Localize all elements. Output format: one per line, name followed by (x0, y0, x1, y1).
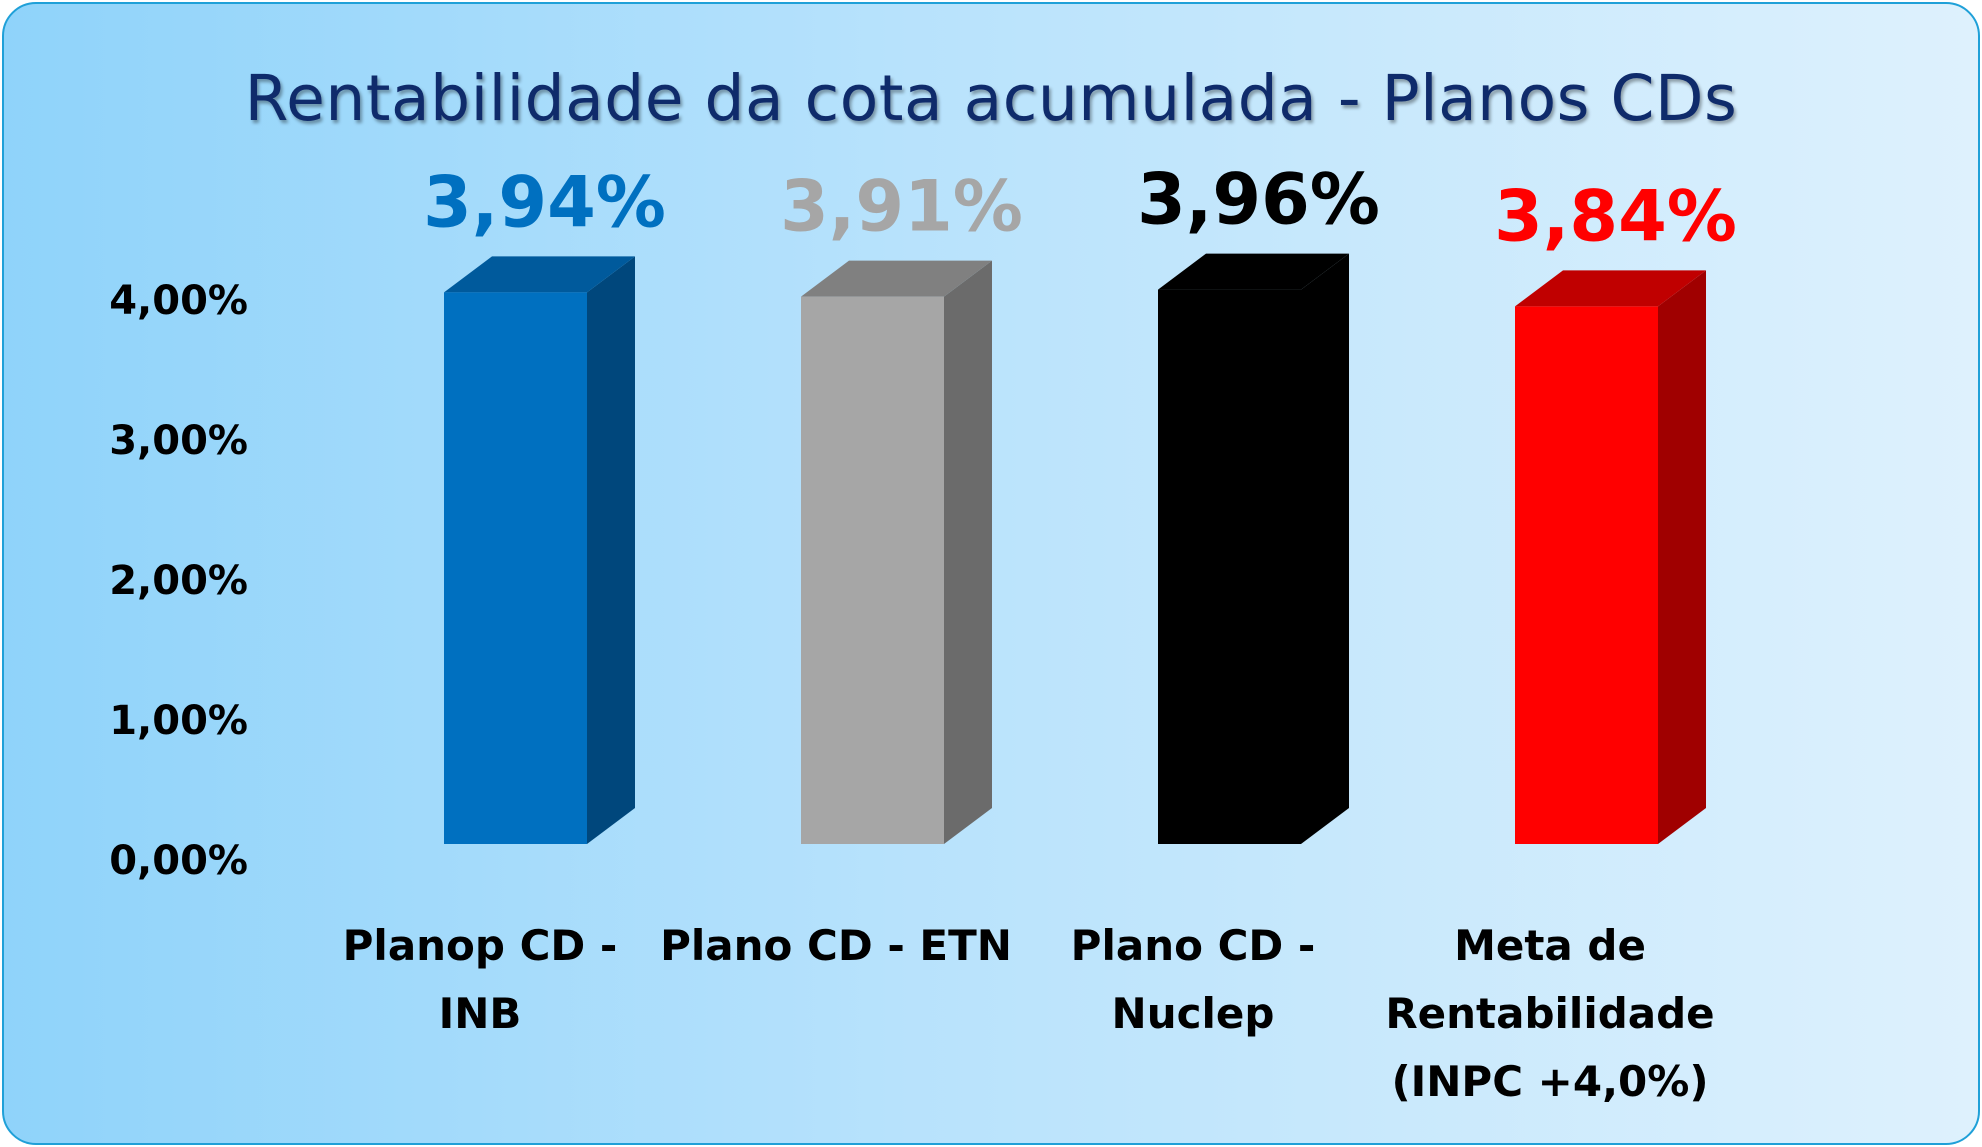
value-label: 3,96% (1137, 159, 1380, 241)
bar (801, 296, 944, 845)
bar (1158, 289, 1301, 845)
chart-title: Rentabilidade da cota acumulada - Planos… (244, 62, 1738, 135)
bar-top (444, 256, 635, 293)
category-label: Plano CD -Nuclep (1071, 921, 1316, 1038)
bar-top (1158, 253, 1349, 290)
y-tick-label: 3,00% (109, 418, 248, 464)
y-tick-label: 4,00% (109, 278, 248, 324)
value-label: 3,91% (780, 166, 1023, 248)
bar-side (587, 256, 635, 844)
category-label: Planop CD -INB (343, 921, 618, 1038)
bar-top (1515, 270, 1706, 307)
chart-plot: 0,00% 1,00% 2,00% 3,00% 4,00% 3,94% Planop CD … (109, 159, 1737, 1106)
y-tick-label: 2,00% (109, 558, 248, 604)
bar-side (1658, 270, 1706, 844)
value-label: 3,84% (1494, 175, 1737, 257)
y-tick-label: 1,00% (109, 698, 248, 744)
bar-top (801, 260, 992, 297)
bar (1515, 306, 1658, 844)
category-label: Plano CD - ETN (660, 921, 1012, 970)
value-label: 3,94% (423, 161, 666, 243)
bar-side (944, 260, 992, 845)
category-label: Meta de Rentabilidade (INPC +4,0%) (1385, 921, 1714, 1106)
y-tick-label: 0,00% (109, 838, 248, 884)
bar-side (1301, 253, 1349, 845)
bar (444, 292, 587, 844)
